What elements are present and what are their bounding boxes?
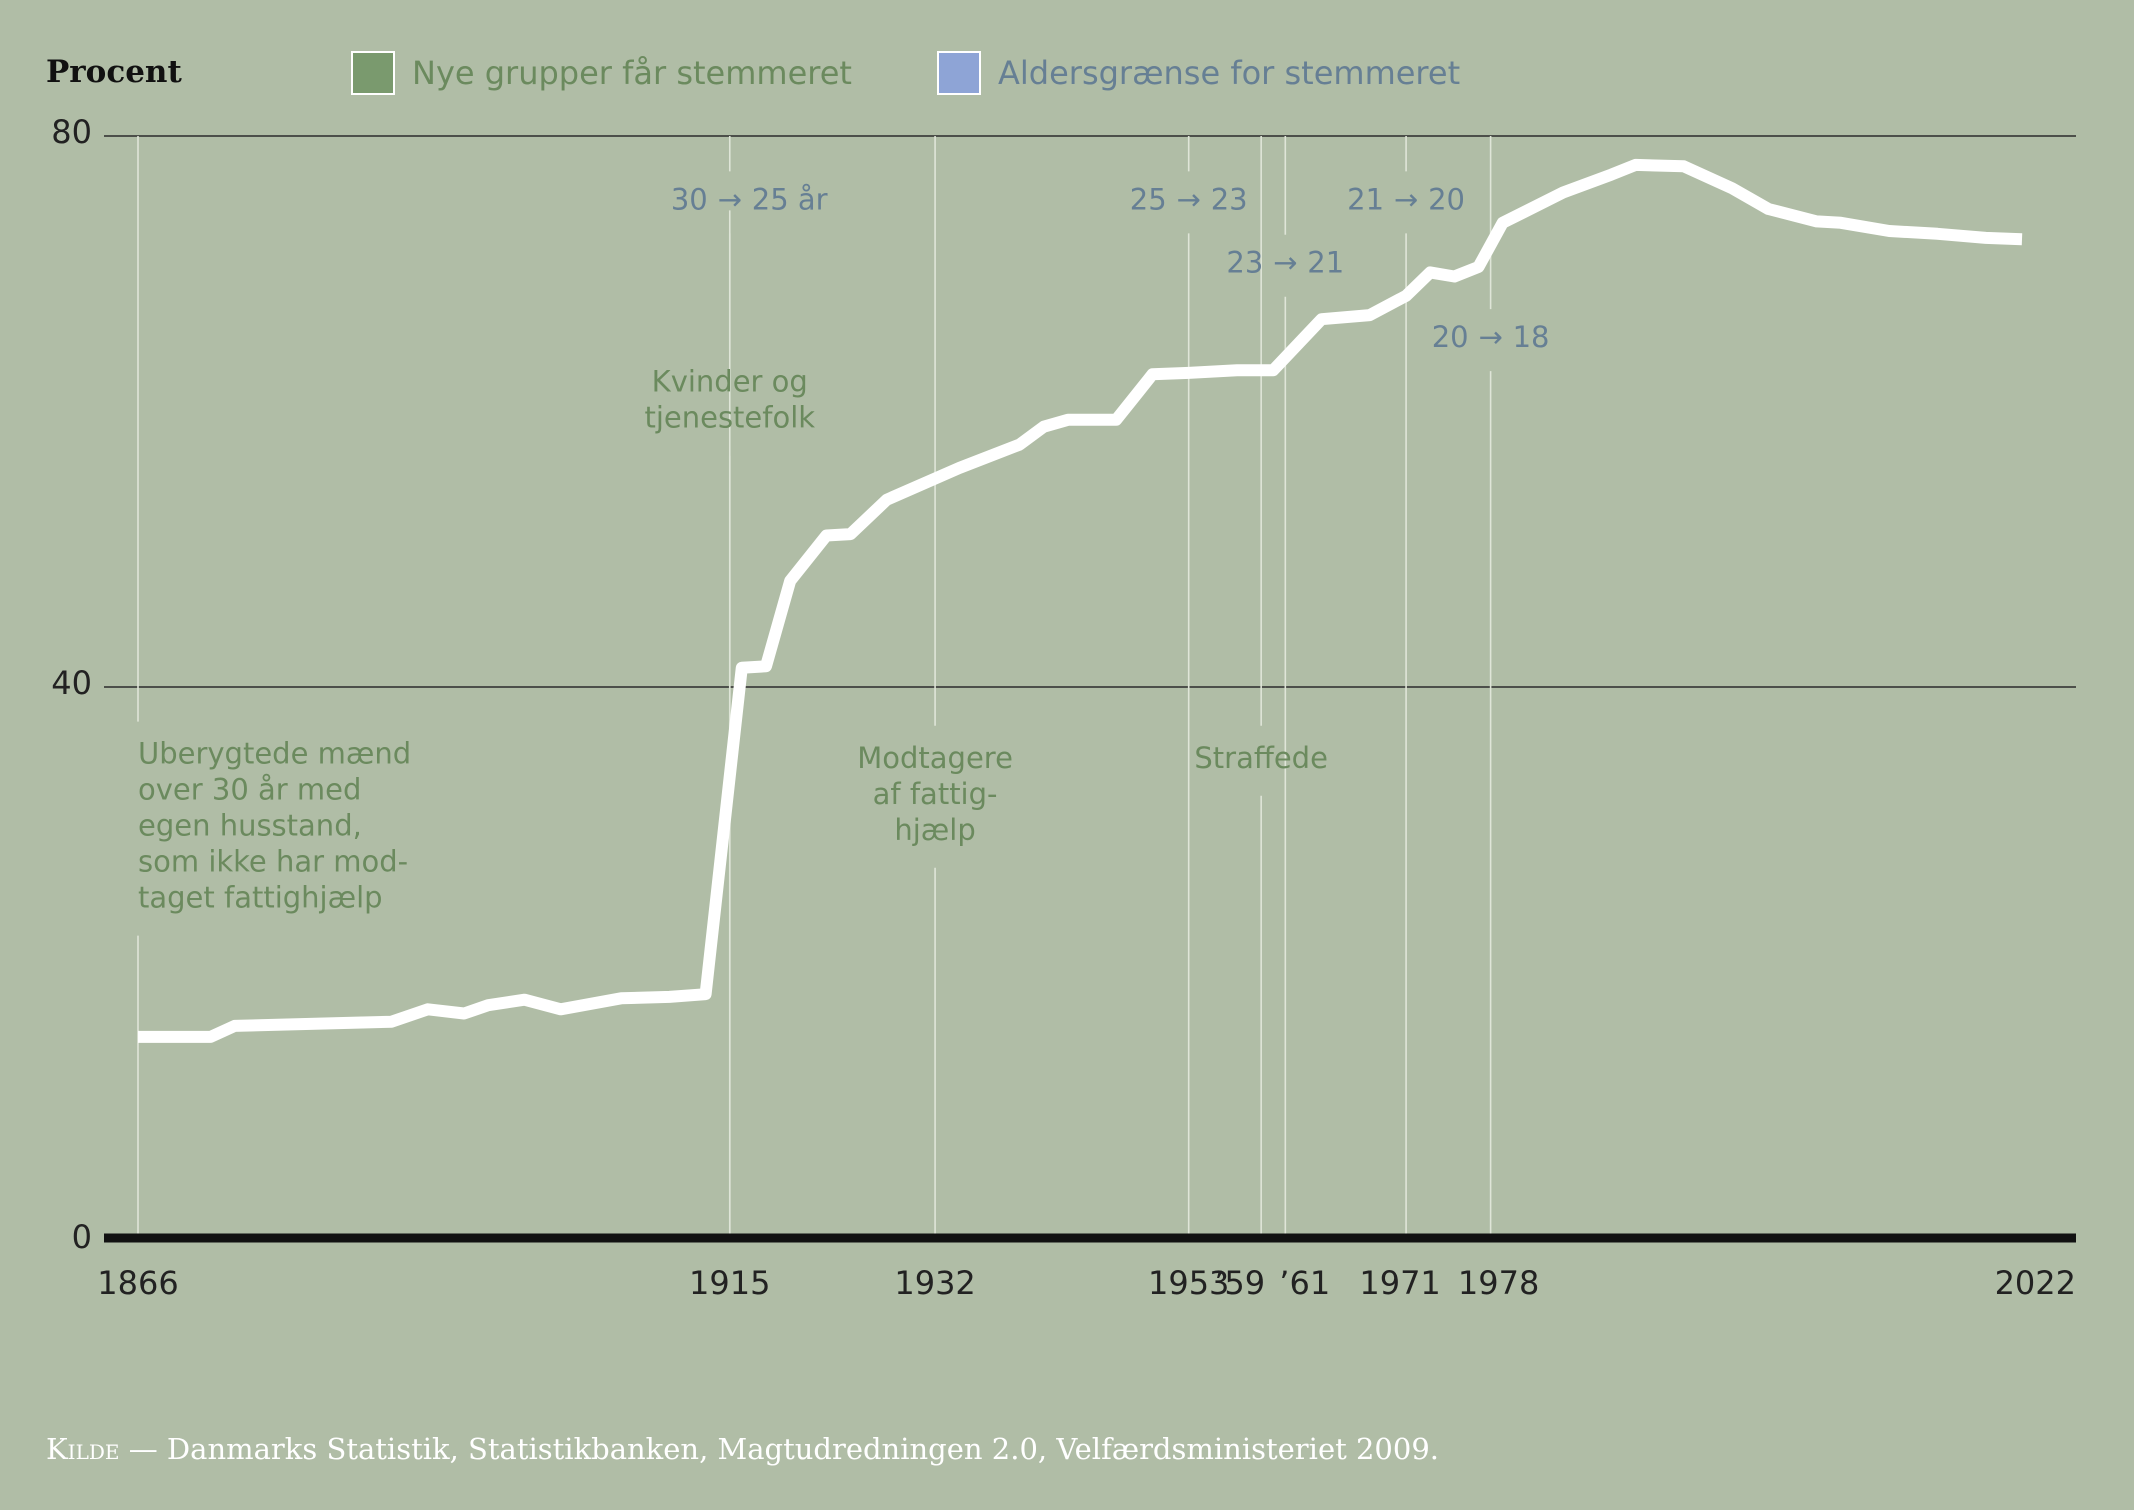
x-tick-label-1915: 1915 [689, 1264, 770, 1302]
x-tick-label-2022: 2022 [1995, 1264, 2076, 1302]
age-change-label-1915: 30 → 25 år [671, 182, 828, 216]
source-prefix: Kilde [46, 1432, 120, 1466]
group-label-1932-line-2: hjælp [894, 813, 975, 847]
group-label-1866-line-4: taget fattighjælp [138, 881, 383, 915]
arrow-icon: → [1177, 182, 1201, 216]
group-label-1915-line-0: Kvinder og [652, 365, 808, 399]
group-label-1866-line-1: over 30 år med [138, 773, 361, 807]
age-to-1978: 18 [1513, 320, 1550, 354]
age-to-1953: 23 [1211, 182, 1248, 216]
group-label-1866-line-3: som ikke har mod- [138, 845, 408, 879]
y-tick-label-40: 40 [51, 664, 92, 702]
x-tick-label-1961: ’61 [1279, 1264, 1330, 1302]
legend-swatch-1 [937, 51, 981, 95]
x-tick-label-1959: ’59 [1214, 1264, 1265, 1302]
x-tick-label-1978: 1978 [1458, 1264, 1539, 1302]
group-label-1959-line-0: Straffede [1194, 741, 1328, 775]
group-label-1932-line-0: Modtagere [857, 741, 1013, 775]
source-separator: — [119, 1432, 167, 1466]
age-to-1961: 21 [1307, 246, 1344, 280]
y-tick-label-0: 0 [72, 1218, 92, 1256]
age-change-label-1953: 25 → 23 [1130, 182, 1248, 216]
group-label-1932-line-1: af fattig- [873, 777, 998, 811]
x-tick-label-1932: 1932 [894, 1264, 975, 1302]
source-note: Kilde — Danmarks Statistik, Statistikban… [46, 1432, 1439, 1466]
x-tick-label-1953: 1953 [1148, 1264, 1229, 1302]
legend-label-1: Aldersgrænse for stemmeret [998, 54, 1460, 92]
arrow-icon: → [1478, 320, 1502, 354]
source-text: Danmarks Statistik, Statistikbanken, Mag… [166, 1432, 1439, 1466]
group-label-1915-line-1: tjenestefolk [644, 401, 815, 435]
age-from-1915: 30 [671, 182, 708, 216]
arrow-icon: → [718, 182, 742, 216]
arrow-icon: → [1394, 182, 1418, 216]
age-from-1961: 23 [1226, 246, 1263, 280]
y-tick-label-80: 80 [51, 113, 92, 151]
series-line-0 [138, 158, 2023, 1043]
age-change-label-1961: 23 → 21 [1226, 246, 1344, 280]
age-to-1971: 20 [1428, 182, 1465, 216]
age-to-1915: 25 år [752, 182, 828, 216]
x-tick-label-1866: 1866 [97, 1264, 178, 1302]
x-tick-label-1971: 1971 [1359, 1264, 1440, 1302]
arrow-icon: → [1273, 246, 1297, 280]
group-label-1866-line-2: egen husstand, [138, 809, 362, 843]
legend-label-0: Nye grupper får stemmeret [412, 54, 852, 92]
age-from-1953: 25 [1130, 182, 1167, 216]
y-axis-title: Procent [46, 54, 182, 90]
age-from-1971: 21 [1347, 182, 1384, 216]
group-label-1866-line-0: Uberygtede mænd [138, 737, 411, 771]
legend-swatch-0 [351, 51, 395, 95]
age-change-label-1978: 20 → 18 [1432, 320, 1550, 354]
age-change-label-1971: 21 → 20 [1347, 182, 1465, 216]
age-from-1978: 20 [1432, 320, 1469, 354]
